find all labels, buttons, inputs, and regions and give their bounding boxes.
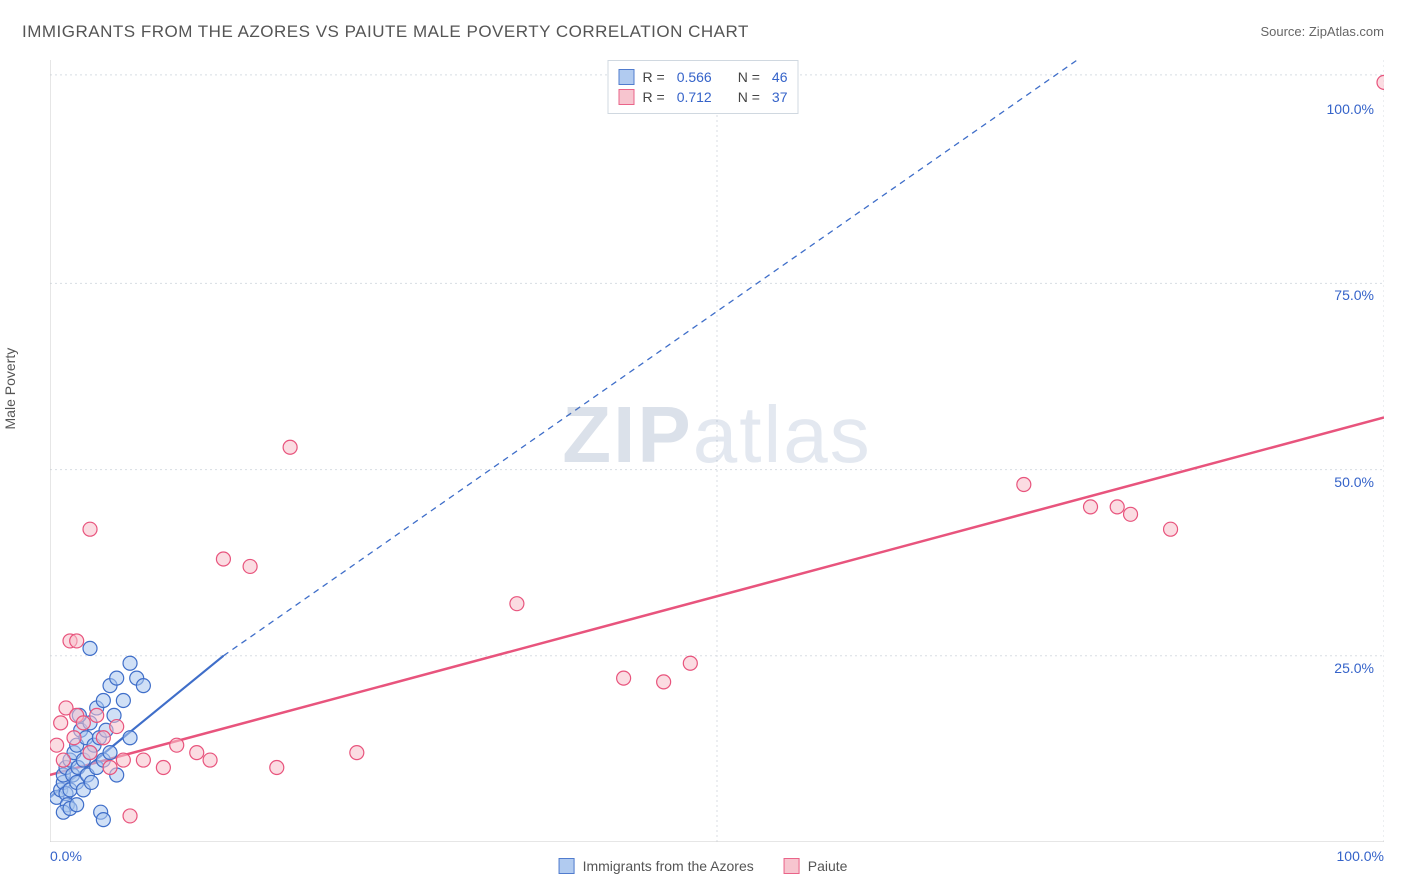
swatch-azores (619, 69, 635, 85)
y-tick-label: 75.0% (1334, 287, 1374, 303)
r-value-paiute: 0.712 (677, 89, 712, 105)
source-prefix: Source: (1260, 24, 1308, 39)
chart-container: IMMIGRANTS FROM THE AZORES VS PAIUTE MAL… (0, 0, 1406, 892)
r-label: R = (643, 89, 665, 105)
n-label: N = (738, 69, 760, 85)
legend-item-azores: Immigrants from the Azores (559, 858, 754, 874)
series-label-paiute: Paiute (808, 858, 848, 874)
chart-title: IMMIGRANTS FROM THE AZORES VS PAIUTE MAL… (22, 22, 749, 42)
legend-item-paiute: Paiute (784, 858, 848, 874)
x-tick-label: 100.0% (1337, 848, 1384, 864)
swatch-azores (559, 858, 575, 874)
r-label: R = (643, 69, 665, 85)
chart-svg (50, 60, 1384, 842)
y-tick-label: 50.0% (1334, 474, 1374, 490)
x-tick-label: 0.0% (50, 848, 82, 864)
y-tick-label: 25.0% (1334, 660, 1374, 676)
plot-area: ZIPatlas 25.0%50.0%75.0%100.0%0.0%100.0% (50, 60, 1384, 842)
correlation-legend: R = 0.566 N = 46 R = 0.712 N = 37 (608, 60, 799, 114)
y-axis-label: Male Poverty (2, 348, 18, 430)
swatch-paiute (619, 89, 635, 105)
source-link[interactable]: ZipAtlas.com (1309, 24, 1384, 39)
n-label: N = (738, 89, 760, 105)
n-value-azores: 46 (772, 69, 788, 85)
legend-row-paiute: R = 0.712 N = 37 (619, 87, 788, 107)
y-tick-label: 100.0% (1327, 101, 1374, 117)
r-value-azores: 0.566 (677, 69, 712, 85)
n-value-paiute: 37 (772, 89, 788, 105)
swatch-paiute (784, 858, 800, 874)
series-legend: Immigrants from the Azores Paiute (559, 858, 848, 874)
legend-row-azores: R = 0.566 N = 46 (619, 67, 788, 87)
series-label-azores: Immigrants from the Azores (583, 858, 754, 874)
source-attribution: Source: ZipAtlas.com (1260, 24, 1384, 39)
